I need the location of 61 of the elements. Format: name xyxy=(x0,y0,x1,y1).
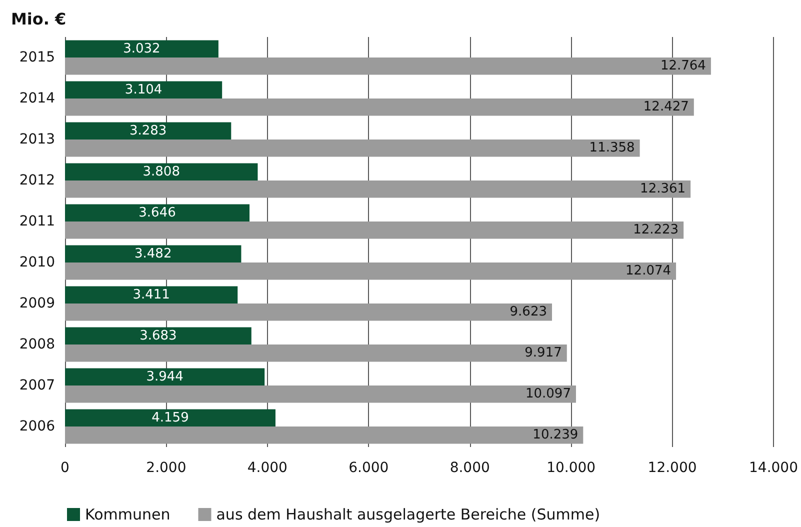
bar xyxy=(65,386,576,403)
x-tick-label: 4.000 xyxy=(247,460,288,476)
x-tick-label: 8.000 xyxy=(450,460,490,476)
y-axis-title: Mio. € xyxy=(11,10,66,28)
y-tick-label: 2012 xyxy=(19,172,55,188)
data-label: 12.223 xyxy=(633,222,679,238)
data-label: 11.358 xyxy=(589,140,635,156)
data-label: 12.764 xyxy=(660,58,706,74)
bar xyxy=(65,262,676,280)
bar xyxy=(65,304,552,321)
y-tick-label: 2006 xyxy=(19,418,56,434)
data-label: 9.917 xyxy=(524,346,562,361)
x-tick-label: 14.000 xyxy=(749,460,798,476)
bar xyxy=(65,58,711,75)
bar xyxy=(65,286,238,304)
data-label: 3.944 xyxy=(146,369,184,384)
x-tick-label: 6.000 xyxy=(348,460,389,476)
data-label: 3.646 xyxy=(138,205,176,220)
bar xyxy=(65,122,232,140)
bar xyxy=(65,245,242,262)
data-label: 12.074 xyxy=(626,264,672,279)
y-tick-label: 2014 xyxy=(19,90,56,106)
data-label: 9.623 xyxy=(510,304,547,320)
y-tick-label: 2013 xyxy=(19,132,55,148)
x-tick-label: 2.000 xyxy=(146,460,186,476)
bar xyxy=(65,40,218,58)
y-tick-label: 2008 xyxy=(19,336,55,352)
bar xyxy=(65,344,567,362)
bar xyxy=(65,81,222,98)
data-label: 3.808 xyxy=(142,164,180,180)
data-label: 12.361 xyxy=(640,182,686,197)
x-tick-label: 0 xyxy=(60,460,70,476)
data-label: 3.104 xyxy=(124,82,162,98)
bar xyxy=(65,98,694,116)
legend-label: Kommunen xyxy=(85,506,170,524)
bar xyxy=(65,204,250,222)
data-label: 4.159 xyxy=(152,410,189,426)
data-label: 12.427 xyxy=(643,100,689,115)
data-label: 3.683 xyxy=(140,328,177,344)
x-tick-label: 12.000 xyxy=(648,460,697,476)
y-tick-label: 2010 xyxy=(19,254,55,270)
data-label: 3.283 xyxy=(129,123,167,138)
data-label: 10.097 xyxy=(525,386,571,402)
bar xyxy=(65,327,252,344)
y-tick-label: 2011 xyxy=(19,214,55,230)
y-tick-label: 2009 xyxy=(19,296,55,312)
bar xyxy=(65,368,265,386)
bar xyxy=(65,222,684,239)
bar xyxy=(65,409,276,426)
y-tick-label: 2007 xyxy=(19,378,55,394)
bar xyxy=(65,426,584,444)
data-label: 10.239 xyxy=(532,428,578,443)
y-tick-label: 2015 xyxy=(19,50,55,66)
bar xyxy=(65,163,258,180)
data-label: 3.482 xyxy=(134,246,172,262)
legend-label: aus dem Haushalt ausgelagerte Bereiche (Summe) xyxy=(216,506,600,524)
x-tick-label: 10.000 xyxy=(546,460,596,476)
bar xyxy=(65,180,691,198)
data-label: 3.411 xyxy=(132,287,170,302)
data-label: 3.032 xyxy=(123,41,160,56)
bar xyxy=(65,140,640,157)
